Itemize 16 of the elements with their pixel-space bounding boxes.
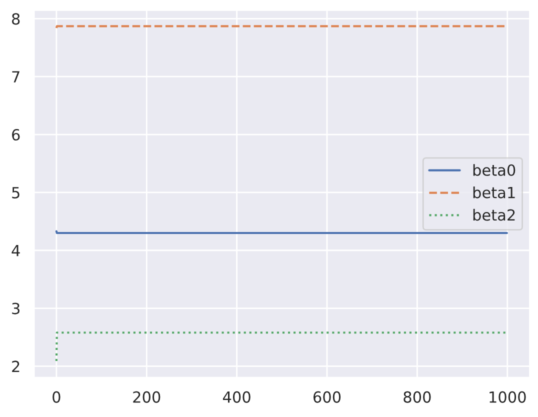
y-tick-label: 8	[12, 13, 20, 25]
y-tick-label: 6	[12, 129, 20, 141]
y-tick-label: 3	[12, 302, 20, 314]
y-tick-label: 5	[12, 187, 20, 198]
x-tick-label: 1000	[490, 391, 526, 403]
legend-label: beta1	[473, 186, 515, 198]
x-tick-label: 200	[133, 391, 160, 403]
y-tick-label: 4	[12, 245, 20, 256]
y-tick-label: 2	[12, 360, 20, 372]
x-tick-label: 800	[404, 391, 431, 403]
x-tick-label: 600	[313, 391, 341, 403]
x-tick-label: 400	[222, 391, 250, 403]
y-tick-label: 7	[12, 71, 20, 82]
x-tick-label: 0	[52, 391, 60, 403]
legend-label: beta0	[473, 164, 516, 176]
legend-label: beta2	[473, 208, 515, 221]
